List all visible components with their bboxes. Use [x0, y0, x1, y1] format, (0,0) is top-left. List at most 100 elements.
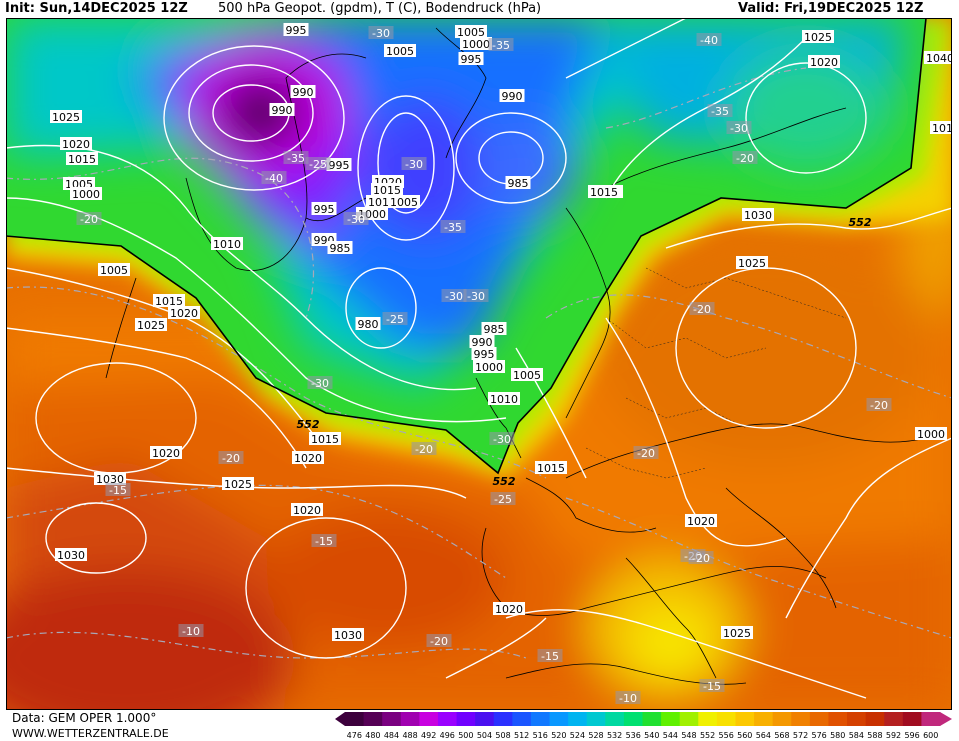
svg-text:1025: 1025: [738, 257, 766, 270]
svg-text:-15: -15: [541, 650, 559, 663]
svg-text:-35: -35: [711, 105, 729, 118]
legend-swatch: [475, 712, 495, 726]
legend-value: 580: [830, 731, 845, 740]
legend-value: 556: [719, 731, 734, 740]
legend-swatch: [605, 712, 625, 726]
website-credit: WWW.WETTERZENTRALE.DE: [12, 727, 169, 740]
isobar-label: 1030: [55, 548, 87, 562]
isobar-label: 1025: [50, 110, 82, 124]
legend-value: 592: [886, 731, 901, 740]
temperature-label: -25: [305, 157, 331, 171]
legend-swatch: [847, 712, 867, 726]
svg-text:995: 995: [461, 53, 482, 66]
svg-text:1005: 1005: [100, 264, 128, 277]
legend-value: 512: [514, 731, 529, 740]
svg-text:-35: -35: [444, 221, 462, 234]
svg-text:1010: 1010: [490, 393, 518, 406]
temperature-label: -10: [178, 624, 204, 638]
temperature-label: -30: [463, 289, 489, 303]
svg-text:1025: 1025: [52, 111, 80, 124]
isobar-labels: 995 1005 1005 1000 995 1025 1020 1040 1025 1020 10…: [50, 23, 952, 642]
isobar-label: 995: [283, 23, 309, 37]
legend-value: 480: [365, 731, 380, 740]
valid-time: Valid: Fri,19DEC2025 12Z: [738, 1, 924, 16]
isobar-label: 1010: [930, 121, 952, 135]
legend-value: 572: [793, 731, 808, 740]
temperature-label: -15: [311, 534, 337, 548]
svg-text:-25: -25: [309, 158, 327, 171]
legend-value: 516: [533, 731, 548, 740]
legend-value: 500: [458, 731, 473, 740]
legend-value: 560: [737, 731, 752, 740]
legend-value: 488: [402, 731, 417, 740]
legend-swatch: [661, 712, 681, 726]
svg-text:985: 985: [484, 323, 505, 336]
contour-552-label: 552: [849, 216, 872, 229]
svg-text:995: 995: [314, 203, 335, 216]
isobar-label: 1020: [292, 451, 324, 465]
svg-text:-30: -30: [445, 290, 463, 303]
isobar-label: 1000: [460, 37, 492, 51]
svg-text:985: 985: [330, 242, 351, 255]
svg-text:980: 980: [358, 318, 379, 331]
svg-text:1005: 1005: [386, 45, 414, 58]
svg-text:1015: 1015: [590, 186, 618, 199]
svg-text:-30: -30: [467, 290, 485, 303]
legend-arrow-right: [940, 712, 952, 726]
legend-value: 496: [440, 731, 455, 740]
svg-text:990: 990: [293, 86, 314, 99]
legend-swatch: [754, 712, 774, 726]
isobar-label: 1020: [493, 602, 525, 616]
svg-text:1025: 1025: [723, 627, 751, 640]
isobar-label: 1020: [685, 514, 717, 528]
temperature-label: -10: [615, 691, 641, 705]
legend-value: 596: [904, 731, 919, 740]
svg-text:1000: 1000: [917, 428, 945, 441]
svg-text:-20: -20: [637, 447, 655, 460]
svg-text:1030: 1030: [334, 629, 362, 642]
isobar-label: 985: [505, 176, 531, 190]
svg-text:-35: -35: [492, 39, 510, 52]
temperature-label: -20: [688, 551, 714, 565]
svg-text:1015: 1015: [311, 433, 339, 446]
svg-text:995: 995: [329, 159, 350, 172]
legend-value: 528: [588, 731, 603, 740]
svg-text:990: 990: [272, 104, 293, 117]
temperature-label: -35: [488, 38, 514, 52]
svg-text:995: 995: [286, 24, 307, 37]
contour-552: [6, 18, 927, 475]
isobar-label: 1010: [211, 237, 243, 251]
isobar-label: 1025: [802, 30, 834, 44]
svg-text:1040: 1040: [926, 52, 952, 65]
legend-value: 564: [756, 731, 771, 740]
svg-text:1010: 1010: [932, 122, 952, 135]
isobar-label: 1005: [98, 263, 130, 277]
legend-value: 568: [774, 731, 789, 740]
isobar-label: 1020: [60, 137, 92, 151]
legend-value: 552: [700, 731, 715, 740]
init-time: Init: Sun,14DEC2025 12Z: [5, 1, 188, 16]
svg-text:-20: -20: [222, 452, 240, 465]
svg-text:1005: 1005: [390, 196, 418, 209]
svg-text:1025: 1025: [804, 31, 832, 44]
isobar-label: 1025: [135, 318, 167, 332]
svg-text:1005: 1005: [513, 369, 541, 382]
svg-text:-15: -15: [703, 680, 721, 693]
isobar-label: 995: [471, 347, 497, 361]
temperature-labels: -30-35 -40-30-35-25-30-20-40-35 -30-35-30-…: [76, 26, 892, 705]
svg-text:-40: -40: [265, 172, 283, 185]
isobar-label: 1030: [742, 208, 774, 222]
legend-swatch: [437, 712, 458, 726]
legend-value: 540: [644, 731, 659, 740]
svg-text:1015: 1015: [373, 184, 401, 197]
svg-text:-15: -15: [109, 484, 127, 497]
svg-text:-20: -20: [870, 399, 888, 412]
temperature-label: -20: [689, 302, 715, 316]
temperature-label: -20: [633, 446, 659, 460]
legend-value: 544: [663, 731, 678, 740]
temperature-label: -30: [343, 212, 369, 226]
isobar-label: 1015: [309, 432, 341, 446]
svg-text:-40: -40: [700, 34, 718, 47]
temperature-label: -25: [490, 492, 516, 506]
